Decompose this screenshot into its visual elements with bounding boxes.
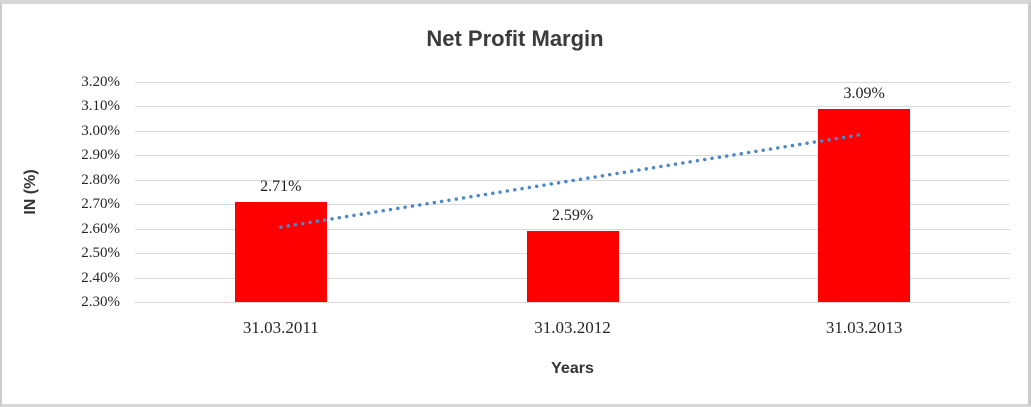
bar-data-label: 3.09% xyxy=(843,84,885,102)
y-tick-label: 2.90% xyxy=(81,147,120,164)
gridline xyxy=(135,106,1010,108)
gridline xyxy=(135,155,1010,157)
trendline-path xyxy=(279,132,866,229)
x-axis-title: Years xyxy=(551,360,594,377)
bar-data-label: 2.59% xyxy=(551,207,594,225)
x-tick-label: 31.03.2011 xyxy=(242,318,319,337)
gridline xyxy=(135,302,1010,303)
bar-31.03.2013 xyxy=(818,108,911,302)
gridline xyxy=(135,204,1010,206)
y-tick-label: 2.40% xyxy=(81,269,120,286)
x-tick-label: 31.03.2012 xyxy=(534,318,611,337)
bar-31.03.2011 xyxy=(234,201,327,302)
gridline xyxy=(135,228,1010,230)
bar-data-label: 2.71% xyxy=(260,177,302,195)
x-tick-label: 31.03.2013 xyxy=(825,318,903,337)
y-tick-label: 2.70% xyxy=(81,196,120,213)
y-tick-label: 2.60% xyxy=(81,220,120,237)
plot-area: 2.71% 2.59% 3.09% xyxy=(135,82,1010,303)
y-tick-label: 2.30% xyxy=(81,294,120,310)
gridline xyxy=(135,130,1010,132)
y-tick-label: 2.50% xyxy=(81,245,120,262)
y-tick-label: 3.00% xyxy=(81,122,120,139)
y-tick-label: 3.10% xyxy=(81,98,120,115)
y-tick-label: 2.80% xyxy=(81,171,120,188)
bar-31.03.2012 xyxy=(526,231,619,302)
gridline xyxy=(135,82,1010,83)
chart-title: Net Profit Margin xyxy=(426,26,604,51)
trendline xyxy=(279,132,866,229)
y-tick-label: 3.20% xyxy=(81,74,120,90)
